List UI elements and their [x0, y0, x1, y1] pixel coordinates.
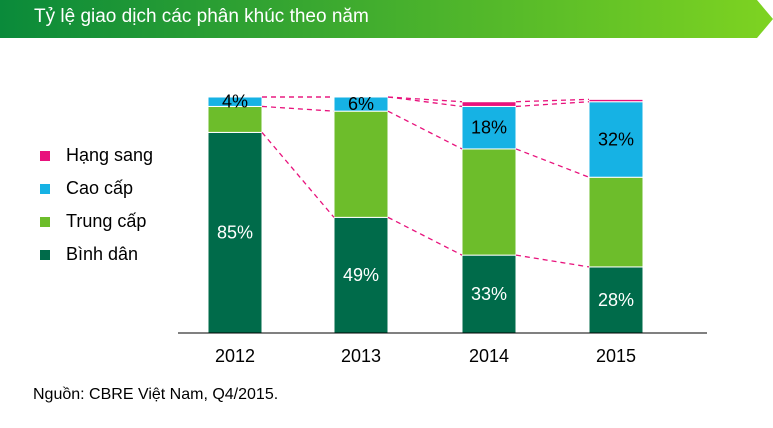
connector-line — [515, 254, 590, 268]
x-tick-label: 2012 — [215, 346, 255, 366]
legend-label: Bình dân — [66, 244, 139, 264]
connector-line — [261, 105, 335, 112]
connector-line — [515, 148, 590, 178]
x-tick-label: 2013 — [341, 346, 381, 366]
bar-trung-cấp-2012 — [207, 105, 263, 133]
legend-swatch — [40, 250, 50, 260]
data-label: 28% — [598, 290, 634, 310]
data-label: 18% — [471, 118, 507, 138]
bar-cao-cấp-2015 — [588, 101, 644, 178]
connector-line — [515, 101, 590, 108]
bar-cao-cấp-2013 — [333, 96, 389, 112]
legend-label: Trung cấp — [66, 211, 147, 231]
bar-hạng-sang-2015 — [588, 98, 644, 103]
title-banner — [0, 0, 773, 38]
connector-line — [515, 98, 590, 103]
legend-swatch — [40, 217, 50, 227]
bar-bình-dân-2014 — [461, 254, 517, 334]
bar-hạng-sang-2014 — [461, 101, 517, 107]
data-label: 33% — [471, 284, 507, 304]
connector-line — [261, 131, 335, 218]
data-label: 85% — [217, 223, 253, 243]
x-tick-label: 2015 — [596, 346, 636, 366]
bar-cao-cấp-2012 — [207, 96, 263, 107]
connector-line — [387, 110, 463, 150]
source-note: Nguồn: CBRE Việt Nam, Q4/2015. — [33, 386, 279, 403]
data-label: 4% — [222, 92, 248, 112]
bar-bình-dân-2012 — [207, 131, 263, 334]
legend-swatch — [40, 151, 50, 161]
bar-trung-cấp-2014 — [461, 148, 517, 256]
legend-swatch — [40, 184, 50, 194]
bar-trung-cấp-2013 — [333, 110, 389, 218]
connector-line — [387, 216, 463, 256]
connector-line — [387, 96, 463, 103]
data-label: 32% — [598, 129, 634, 149]
x-tick-label: 2014 — [469, 346, 509, 366]
legend-label: Hạng sang — [66, 145, 154, 165]
data-label: 6% — [348, 94, 374, 114]
connector-line — [387, 96, 463, 108]
bar-bình-dân-2015 — [588, 266, 644, 334]
bar-trung-cấp-2015 — [588, 176, 644, 268]
data-label: 49% — [343, 265, 379, 285]
legend-label: Cao cấp — [66, 178, 134, 198]
chart-title: Tỷ lệ giao dịch các phân khúc theo năm — [34, 6, 369, 27]
